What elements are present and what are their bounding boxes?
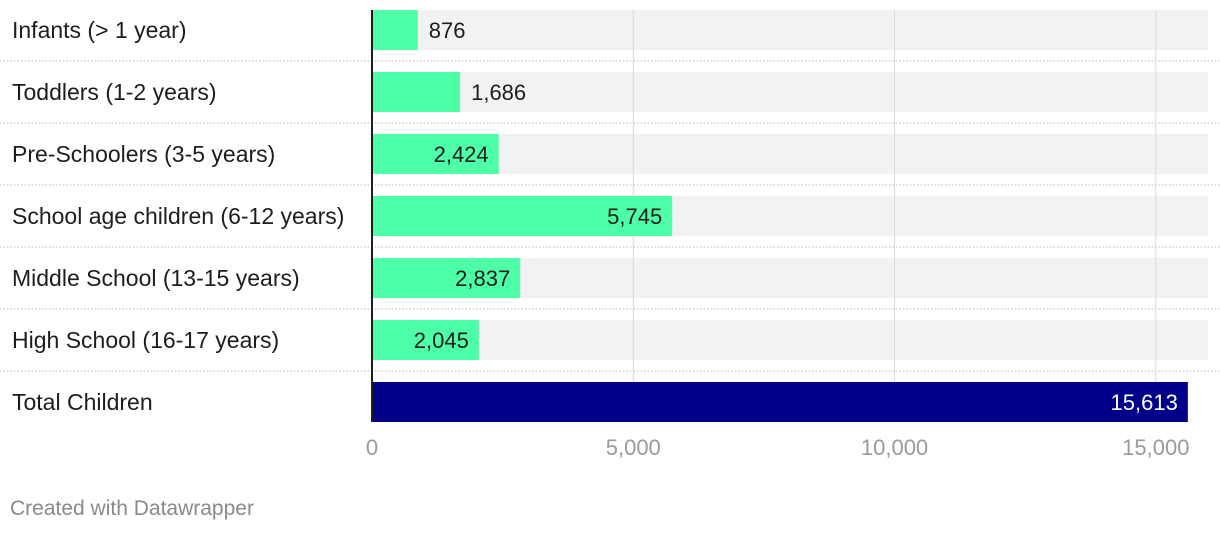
category-label: High School (16-17 years) [12, 327, 279, 353]
category-label: Infants (> 1 year) [12, 17, 187, 43]
row-separators [0, 60, 1220, 372]
category-label: School age children (6-12 years) [12, 203, 344, 229]
value-label: 2,837 [455, 266, 510, 291]
x-tick-label: 5,000 [606, 435, 661, 460]
footer-credit: Created with Datawrapper [10, 497, 254, 520]
value-label: 15,613 [1111, 390, 1178, 415]
value-label: 876 [429, 18, 466, 43]
x-tick-label: 0 [366, 435, 378, 460]
bar [372, 10, 418, 50]
x-tick-labels: 0 5,000 10,000 15,000 [366, 435, 1190, 460]
value-labels: 876 1,686 2,424 5,745 2,837 2,045 15,613 [414, 18, 1178, 415]
value-label: 2,424 [434, 142, 489, 167]
category-label: Total Children [12, 389, 153, 415]
x-tick-label: 15,000 [1122, 435, 1189, 460]
value-label: 1,686 [471, 80, 526, 105]
value-label: 5,745 [607, 204, 662, 229]
bar [372, 134, 499, 174]
category-label: Pre-Schoolers (3-5 years) [12, 141, 275, 167]
bar-track [372, 134, 1208, 174]
bar [372, 196, 673, 236]
bar [372, 258, 521, 298]
bar-total [372, 382, 1188, 422]
category-label: Middle School (13-15 years) [12, 265, 300, 291]
x-tick-label: 10,000 [861, 435, 928, 460]
category-labels: Infants (> 1 year) Toddlers (1-2 years) Pr… [12, 17, 344, 415]
bar [372, 72, 461, 112]
category-label: Toddlers (1-2 years) [12, 79, 217, 105]
bar-track [372, 72, 1208, 112]
bars [372, 10, 1188, 422]
bar-track [372, 320, 1208, 360]
bar-track [372, 10, 1208, 50]
value-label: 2,045 [414, 328, 469, 353]
bar [372, 320, 479, 360]
